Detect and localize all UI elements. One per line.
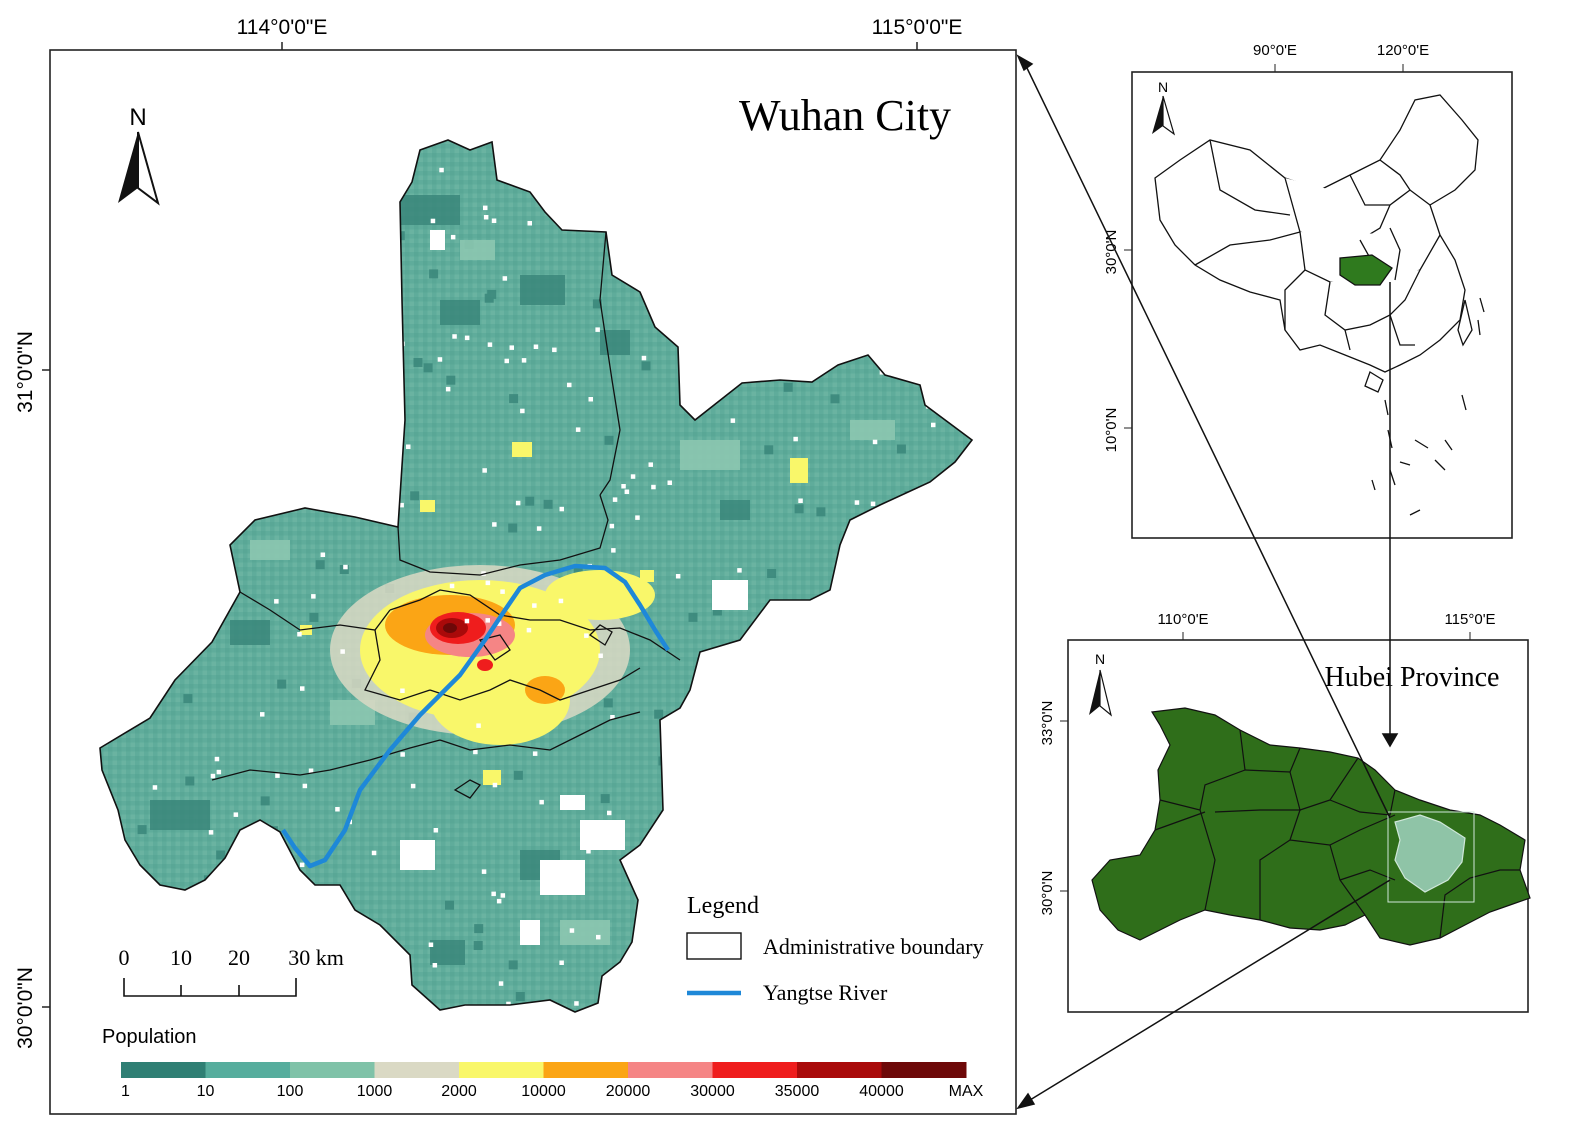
hubei-north-arrow-icon: N <box>1089 651 1113 717</box>
colorbar-swatch <box>797 1062 882 1078</box>
colorbar-swatch <box>712 1062 798 1078</box>
svg-text:N: N <box>129 104 146 131</box>
hubei-lat-label-33: 33°0'N <box>1039 701 1056 746</box>
colorbar-break-label: 20000 <box>606 1083 651 1100</box>
svg-text:N: N <box>1095 651 1105 667</box>
colorbar-break-label: 100 <box>277 1083 304 1100</box>
legend-title: Legend <box>687 893 759 919</box>
yangtze-river <box>281 563 670 869</box>
china-lon-label-90: 90°0'E <box>1253 42 1297 59</box>
hubei-lon-label-110: 110°0'E <box>1157 611 1208 628</box>
colorbar-swatch <box>121 1062 206 1078</box>
svg-text:N: N <box>1158 79 1168 95</box>
china-lat-label-30: 30°0'N <box>1103 230 1120 275</box>
population-colorbar: Population 1 10 100 1000 2000 10000 20000 30000… <box>102 1026 984 1100</box>
north-arrow-icon: N <box>118 104 160 206</box>
colorbar-break-label: 1000 <box>357 1083 393 1100</box>
colorbar-swatch <box>881 1062 967 1078</box>
svg-text:0: 0 <box>119 945 130 970</box>
legend-boundary-label: Administrative boundary <box>763 934 984 959</box>
colorbar-swatch <box>543 1062 629 1078</box>
lon-label-114: 114°0'0"E <box>237 16 328 39</box>
connector-arrows <box>1016 54 1399 1110</box>
colorbar-break-label: 30000 <box>690 1083 735 1100</box>
svg-text:20: 20 <box>228 945 250 970</box>
china-lat-label-10: 10°0'N <box>1103 408 1120 453</box>
legend-boundary-symbol <box>686 932 742 960</box>
lat-label-30: 30°0'0"N <box>14 967 37 1049</box>
colorbar-swatch <box>374 1062 460 1078</box>
hubei-wuhan-highlight <box>1394 814 1466 893</box>
colorbar-swatch <box>628 1062 713 1078</box>
colorbar-break-label: 40000 <box>859 1083 904 1100</box>
colorbar-break-label: MAX <box>949 1083 984 1100</box>
colorbar-break-label: 2000 <box>441 1083 477 1100</box>
svg-text:30 km: 30 km <box>288 945 344 970</box>
scale-bar: 0 10 20 30 km <box>119 945 344 997</box>
colorbar-swatch <box>205 1062 291 1078</box>
colorbar-break-label: 35000 <box>775 1083 820 1100</box>
colorbar-swatch <box>459 1062 544 1078</box>
svg-text:10: 10 <box>170 945 192 970</box>
map-legend: Legend Administrative boundary Yangtse R… <box>686 893 984 1005</box>
hubei-lon-label-115: 115°0'E <box>1444 611 1495 628</box>
legend-river-label: Yangtse River <box>763 980 888 1005</box>
china-hubei-highlight <box>1339 254 1393 286</box>
china-lon-label-120: 120°0'E <box>1377 42 1429 59</box>
colorbar-break-label: 10000 <box>521 1083 566 1100</box>
hubei-map <box>1091 707 1531 946</box>
colorbar-break-label: 1 <box>121 1083 130 1100</box>
main-map-title: Wuhan City <box>739 91 951 140</box>
hubei-wuhan-extent-box <box>1387 811 1475 903</box>
hubei-lat-label-30: 30°0'N <box>1039 871 1056 916</box>
lon-label-115: 115°0'0"E <box>872 16 963 39</box>
hubei-inset-title: Hubei Province <box>1325 662 1500 693</box>
colorbar-swatch <box>290 1062 375 1078</box>
colorbar-break-label: 10 <box>197 1083 215 1100</box>
china-north-arrow-icon: N <box>1152 79 1176 136</box>
lat-label-31: 31°0'0"N <box>14 331 37 413</box>
population-title: Population <box>102 1026 197 1048</box>
china-map <box>1154 94 1485 516</box>
